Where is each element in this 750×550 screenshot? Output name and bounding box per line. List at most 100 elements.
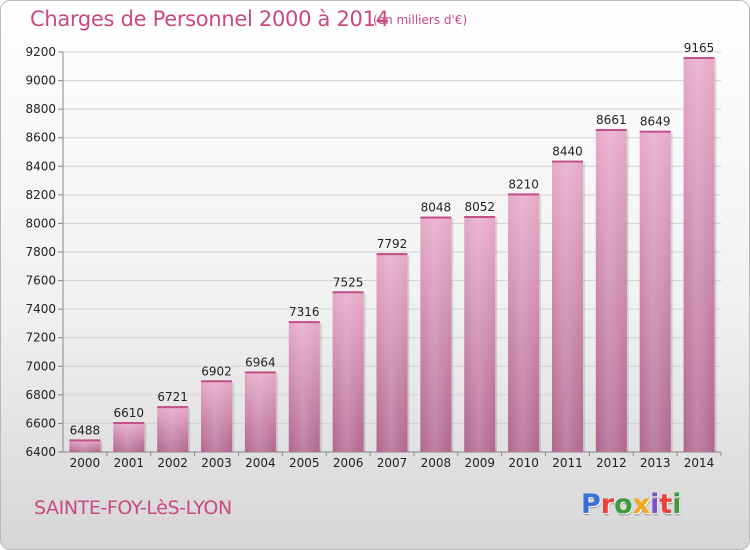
bar-highlight bbox=[551, 160, 583, 453]
bar-top-edge bbox=[157, 406, 189, 409]
bar-2000 bbox=[69, 439, 103, 452]
chart-title: Charges de Personnel 2000 à 2014 bbox=[30, 7, 389, 31]
bar-top-edge bbox=[332, 291, 364, 294]
logo-letter: i bbox=[672, 489, 682, 520]
bar-2014 bbox=[683, 57, 717, 452]
bar-top-edge bbox=[376, 253, 408, 256]
bar-top-edge bbox=[551, 160, 583, 163]
y-tick-label: 8800 bbox=[25, 102, 56, 116]
x-tick-label: 2011 bbox=[552, 456, 583, 470]
bar-2010 bbox=[508, 193, 542, 452]
logo-letter: t bbox=[659, 489, 673, 520]
data-label: 9165 bbox=[684, 41, 715, 55]
data-label: 8210 bbox=[508, 177, 539, 191]
y-tick-label: 7800 bbox=[25, 245, 56, 259]
bar-top-edge bbox=[683, 57, 715, 59]
bar-2007 bbox=[376, 253, 410, 452]
data-label: 7792 bbox=[377, 237, 408, 251]
bar-highlight bbox=[69, 439, 101, 452]
logo-letter: r bbox=[600, 489, 615, 520]
x-tick-label: 2000 bbox=[70, 456, 101, 470]
bar-top-edge bbox=[595, 129, 627, 131]
x-tick-label: 2014 bbox=[684, 456, 715, 470]
x-tick-label: 2003 bbox=[201, 456, 232, 470]
x-tick-label: 2002 bbox=[157, 456, 188, 470]
bar-top-edge bbox=[508, 193, 540, 196]
data-label: 6610 bbox=[114, 406, 145, 420]
bar-2002 bbox=[157, 406, 191, 452]
bar-top-edge bbox=[244, 371, 276, 374]
bar-highlight bbox=[683, 57, 715, 452]
x-tick-label: 2008 bbox=[421, 456, 452, 470]
bar-2005 bbox=[288, 321, 322, 452]
bar-top-edge bbox=[464, 216, 496, 218]
data-label: 7316 bbox=[289, 305, 320, 319]
bar-2009 bbox=[464, 216, 498, 452]
x-tick-label: 2012 bbox=[596, 456, 627, 470]
x-tick-label: 2009 bbox=[464, 456, 495, 470]
data-label: 8052 bbox=[464, 200, 495, 214]
data-label: 6902 bbox=[201, 364, 232, 378]
y-tick-label: 8200 bbox=[25, 188, 56, 202]
bar-top-edge bbox=[288, 321, 320, 324]
proxiti-logo: Proxiti bbox=[581, 489, 682, 523]
bar-2001 bbox=[113, 422, 147, 452]
bar-2004 bbox=[244, 371, 278, 452]
x-tick-label: 2004 bbox=[245, 456, 276, 470]
bar-highlight bbox=[639, 130, 671, 452]
data-label: 6721 bbox=[157, 390, 188, 404]
bar-highlight bbox=[464, 216, 496, 452]
bar-2003 bbox=[201, 380, 235, 452]
bar-top-edge bbox=[113, 422, 145, 424]
bar-2012 bbox=[595, 129, 629, 452]
y-tick-label: 9200 bbox=[25, 45, 56, 59]
bar-highlight bbox=[157, 406, 189, 452]
bar-2011 bbox=[551, 160, 585, 453]
bar-top-edge bbox=[69, 439, 101, 442]
x-tick-label: 2001 bbox=[114, 456, 145, 470]
data-label: 7525 bbox=[333, 275, 364, 289]
bar-top-edge bbox=[420, 216, 452, 219]
bar-highlight bbox=[201, 380, 233, 452]
y-tick-label: 7000 bbox=[25, 359, 56, 373]
logo-letter: i bbox=[650, 489, 660, 520]
bar-highlight bbox=[508, 193, 540, 452]
y-tick-label: 7600 bbox=[25, 274, 56, 288]
x-tick-label: 2007 bbox=[377, 456, 408, 470]
bar-highlight bbox=[113, 422, 145, 452]
bars bbox=[69, 57, 717, 453]
y-tick-labels: 6400 6600 6800 7000 7200 7400 7600 7800 8000 8200… bbox=[25, 45, 56, 459]
x-tick-label: 2006 bbox=[333, 456, 364, 470]
logo-letter: o bbox=[614, 489, 633, 520]
y-tick-label: 6600 bbox=[25, 416, 56, 430]
bar-2008 bbox=[420, 216, 454, 452]
logo-letter: x bbox=[632, 489, 651, 520]
bar-2013 bbox=[639, 130, 673, 452]
x-tick-labels: 2000 2001 2002 2003 2004 2005 2006 2007 2008 2009… bbox=[70, 456, 715, 470]
y-tick-label: 6800 bbox=[25, 388, 56, 402]
y-tick-label: 9000 bbox=[25, 74, 56, 88]
y-tick-label: 7400 bbox=[25, 302, 56, 316]
x-tick-label: 2005 bbox=[289, 456, 320, 470]
bar-highlight bbox=[244, 371, 276, 452]
bar-highlight bbox=[595, 129, 627, 452]
data-label: 6488 bbox=[70, 423, 101, 437]
data-label: 8048 bbox=[421, 201, 452, 215]
bar-top-edge bbox=[639, 130, 671, 133]
logo-letter: P bbox=[581, 489, 601, 520]
y-tick-label: 8600 bbox=[25, 131, 56, 145]
y-tick-label: 6400 bbox=[25, 445, 56, 459]
y-tick-label: 8000 bbox=[25, 216, 56, 230]
chart-subtitle: (en milliers d'€) bbox=[373, 13, 468, 27]
y-tick-label: 8400 bbox=[25, 159, 56, 173]
x-tick-label: 2010 bbox=[508, 456, 539, 470]
bar-top-edge bbox=[201, 380, 233, 383]
bar-highlight bbox=[332, 291, 364, 452]
bar-highlight bbox=[376, 253, 408, 452]
data-label: 6964 bbox=[245, 355, 276, 369]
data-label: 8440 bbox=[552, 145, 583, 159]
y-tick-label: 7200 bbox=[25, 331, 56, 345]
bar-2006 bbox=[332, 291, 366, 452]
